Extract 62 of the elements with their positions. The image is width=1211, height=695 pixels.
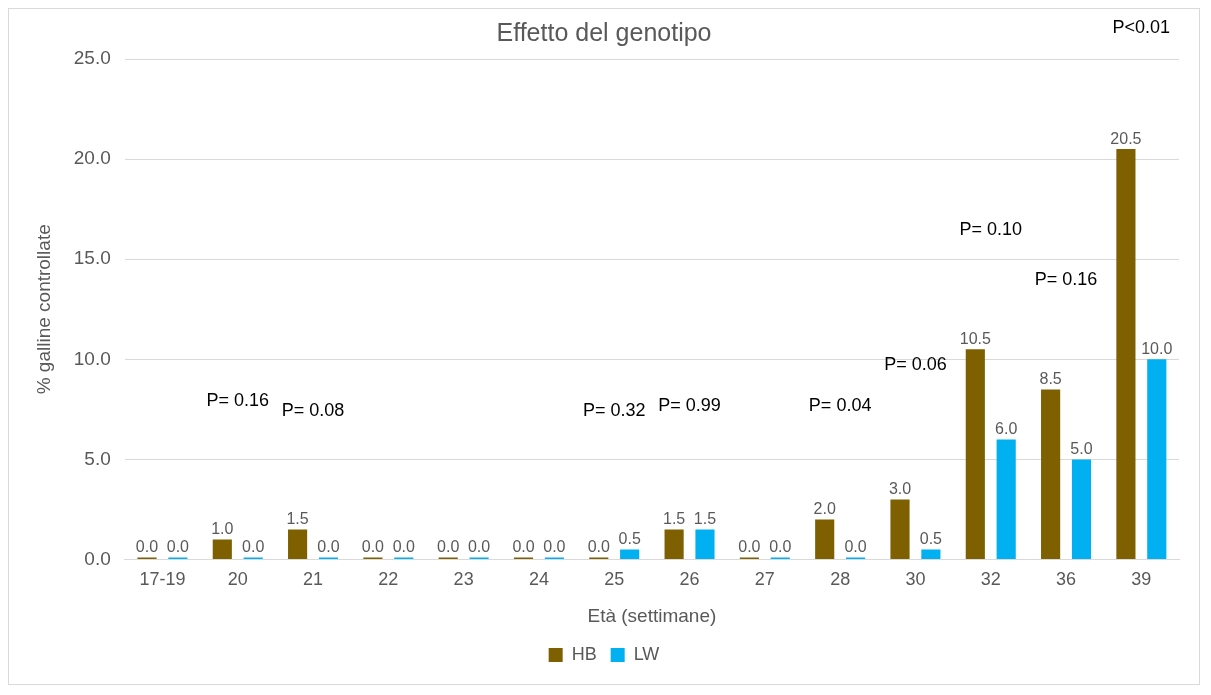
- data-label: 0.5: [618, 529, 641, 547]
- x-tick-label: 28: [830, 569, 851, 590]
- y-tick-label: 0.0: [84, 547, 111, 569]
- data-label: 10.0: [1141, 339, 1173, 357]
- chart-title: Effetto del genotipo: [496, 17, 712, 46]
- data-label: 0.0: [769, 538, 792, 556]
- legend-label: LW: [633, 643, 660, 664]
- data-label: 0.0: [317, 538, 340, 556]
- data-label: 20.5: [1110, 129, 1142, 147]
- x-tick-label: 23: [453, 569, 474, 590]
- data-label: 5.0: [1070, 439, 1093, 457]
- data-label: 8.5: [1039, 369, 1062, 387]
- x-tick-label: 30: [905, 569, 926, 590]
- x-tick-label: 36: [1056, 569, 1077, 590]
- text: P<0.01: [1112, 16, 1171, 37]
- y-tick-label: 25.0: [73, 47, 111, 69]
- y-tick-label: 20.0: [73, 147, 111, 169]
- data-label: 0.0: [361, 538, 385, 556]
- legend-label: HB: [571, 643, 597, 664]
- x-tick-label: 21: [303, 569, 324, 590]
- data-label: 0.0: [467, 538, 491, 556]
- data-label: 0.0: [512, 538, 535, 556]
- data-label: 2.0: [813, 499, 836, 517]
- annotation: P= 0.32: [582, 399, 646, 420]
- annotation: P= 0.08: [281, 399, 345, 420]
- data-label: 1.5: [286, 509, 309, 527]
- data-label: 1.5: [693, 509, 717, 527]
- annotation: P= 0.06: [884, 354, 947, 375]
- x-tick-label: 17-19: [139, 569, 186, 590]
- annotation: P= 0.10: [959, 219, 1023, 240]
- annotation: P= 0.99: [658, 394, 721, 415]
- data-label: 0.0: [844, 538, 867, 556]
- x-tick-label: 20: [227, 569, 248, 590]
- data-label: 10.5: [959, 329, 991, 347]
- data-label: 3.0: [888, 479, 912, 497]
- x-tick-label: 22: [378, 569, 399, 590]
- annotation: P= 0.16: [1034, 269, 1098, 290]
- data-label: 6.0: [995, 419, 1018, 437]
- x-tick-label: 39: [1131, 569, 1152, 590]
- data-label: 0.0: [242, 538, 265, 556]
- data-label: 1.5: [662, 509, 686, 527]
- annotation: P= 0.16: [206, 389, 270, 410]
- data-label: 0.0: [543, 538, 566, 556]
- data-label: 0.0: [166, 538, 190, 556]
- y-tick-label: 15.0: [73, 247, 111, 269]
- data-label: 0.5: [919, 529, 943, 547]
- data-label: 0.0: [135, 538, 159, 556]
- y-axis-title: % galline controllate: [32, 224, 54, 395]
- data-label: 1.0: [211, 519, 234, 537]
- y-tick-label: 10.0: [73, 347, 111, 369]
- x-tick-label: 24: [528, 569, 549, 590]
- x-tick-label: 27: [754, 569, 775, 590]
- data-label: 0.0: [437, 538, 460, 556]
- x-tick-label: 26: [679, 569, 700, 590]
- data-label: 0.0: [392, 538, 415, 556]
- x-tick-label: 25: [604, 569, 625, 590]
- x-axis-title: Età (settimane): [587, 604, 717, 626]
- data-label: 0.0: [738, 538, 761, 556]
- annotation: P= 0.04: [808, 394, 872, 415]
- x-tick-label: 32: [980, 569, 1001, 590]
- data-label: 0.0: [587, 538, 611, 556]
- y-tick-label: 5.0: [84, 447, 111, 469]
